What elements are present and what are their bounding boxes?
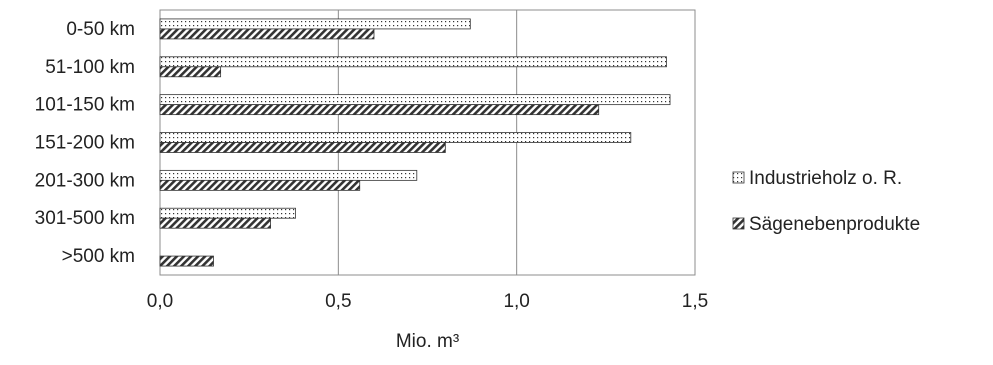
bar-saegenebenprodukte	[159, 179, 361, 191]
bar-saegenebenprodukte	[159, 66, 222, 78]
bar-saegenebenprodukte	[159, 104, 600, 116]
bar-industrieholz	[159, 169, 418, 181]
legend-swatch-saegenebenprodukte	[732, 217, 745, 230]
y-category-label: 201-300 km	[35, 170, 135, 191]
x-tick-label: 1,5	[682, 291, 708, 312]
bar-industrieholz	[159, 94, 671, 106]
y-category-label: 301-500 km	[35, 208, 135, 229]
bar-saegenebenprodukte	[159, 217, 271, 229]
x-tick-label: 0,0	[147, 291, 173, 312]
bar-saegenebenprodukte	[159, 255, 214, 267]
bar-saegenebenprodukte	[159, 142, 446, 153]
bar-saegenebenprodukte	[159, 28, 375, 40]
legend-swatch-industrieholz	[732, 171, 745, 184]
bar-industrieholz	[159, 132, 632, 143]
y-category-label: 151-200 km	[35, 133, 135, 154]
x-tick-label: 0,5	[325, 291, 351, 312]
x-axis-title: Mio. m³	[396, 331, 459, 352]
y-category-label: >500 km	[62, 246, 135, 267]
legend-label-industrieholz: Industrieholz o. R.	[749, 168, 902, 189]
bar-industrieholz	[159, 18, 471, 30]
bar-industrieholz	[159, 207, 296, 219]
bar-industrieholz	[159, 56, 667, 68]
legend-label-saegenebenprodukte: Sägenebenprodukte	[749, 214, 920, 235]
y-category-label: 51-100 km	[45, 57, 135, 78]
x-tick-label: 1,0	[503, 291, 529, 312]
y-category-label: 101-150 km	[35, 95, 135, 116]
y-category-label: 0-50 km	[66, 19, 135, 40]
